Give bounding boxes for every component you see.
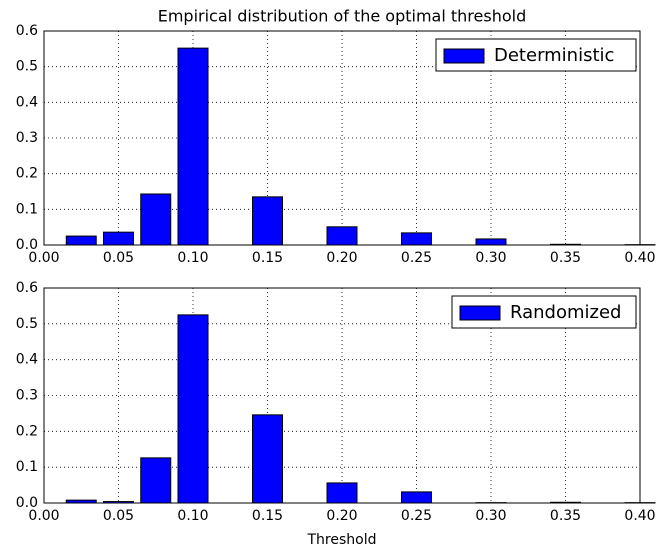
chart-title: Empirical distribution of the optimal th… xyxy=(158,7,527,26)
bar xyxy=(178,48,208,245)
x-tick-label: 0.25 xyxy=(401,250,432,266)
legend-label: Deterministic xyxy=(494,45,614,66)
y-tick-label: 0.1 xyxy=(16,201,38,217)
y-tick-label: 0.2 xyxy=(16,423,38,439)
x-tick-label: 0.20 xyxy=(326,250,357,266)
bar xyxy=(104,232,134,245)
legend-label: Randomized xyxy=(510,302,621,323)
bar xyxy=(141,458,171,503)
y-tick-label: 0.6 xyxy=(16,280,38,296)
bar xyxy=(402,492,432,503)
x-tick-label: 0.35 xyxy=(550,508,581,524)
x-tick-label: 0.15 xyxy=(252,250,283,266)
bar xyxy=(253,197,283,245)
x-tick-label: 0.30 xyxy=(475,250,506,266)
x-tick-label: 0.15 xyxy=(252,508,283,524)
y-tick-label: 0.3 xyxy=(16,130,38,146)
x-tick-label: 0.00 xyxy=(28,508,59,524)
y-tick-label: 0.4 xyxy=(16,352,38,368)
y-tick-label: 0.4 xyxy=(16,94,38,110)
x-tick-label: 0.05 xyxy=(103,508,134,524)
x-tick-label: 0.10 xyxy=(177,250,208,266)
bar xyxy=(402,233,432,245)
bar xyxy=(66,236,96,245)
y-tick-label: 0.3 xyxy=(16,388,38,404)
x-axis-label: Threshold xyxy=(307,532,377,548)
bar xyxy=(178,315,208,503)
legend-swatch xyxy=(444,49,484,63)
legend-swatch xyxy=(460,306,500,320)
x-tick-label: 0.40 xyxy=(624,508,655,524)
x-tick-label: 0.30 xyxy=(475,508,506,524)
x-tick-label: 0.10 xyxy=(177,508,208,524)
bar xyxy=(476,239,506,245)
x-tick-label: 0.25 xyxy=(401,508,432,524)
y-tick-label: 0.2 xyxy=(16,166,38,182)
x-tick-label: 0.20 xyxy=(326,508,357,524)
bar xyxy=(253,415,283,503)
bar xyxy=(327,483,357,503)
x-tick-label: 0.05 xyxy=(103,250,134,266)
bar xyxy=(141,194,171,245)
x-tick-label: 0.40 xyxy=(624,250,655,266)
bar xyxy=(327,227,357,245)
x-tick-label: 0.35 xyxy=(550,250,581,266)
y-tick-label: 0.1 xyxy=(16,459,38,475)
x-tick-label: 0.00 xyxy=(28,250,59,266)
y-tick-label: 0.6 xyxy=(16,23,38,39)
y-tick-label: 0.5 xyxy=(16,59,38,75)
y-tick-label: 0.5 xyxy=(16,316,38,332)
